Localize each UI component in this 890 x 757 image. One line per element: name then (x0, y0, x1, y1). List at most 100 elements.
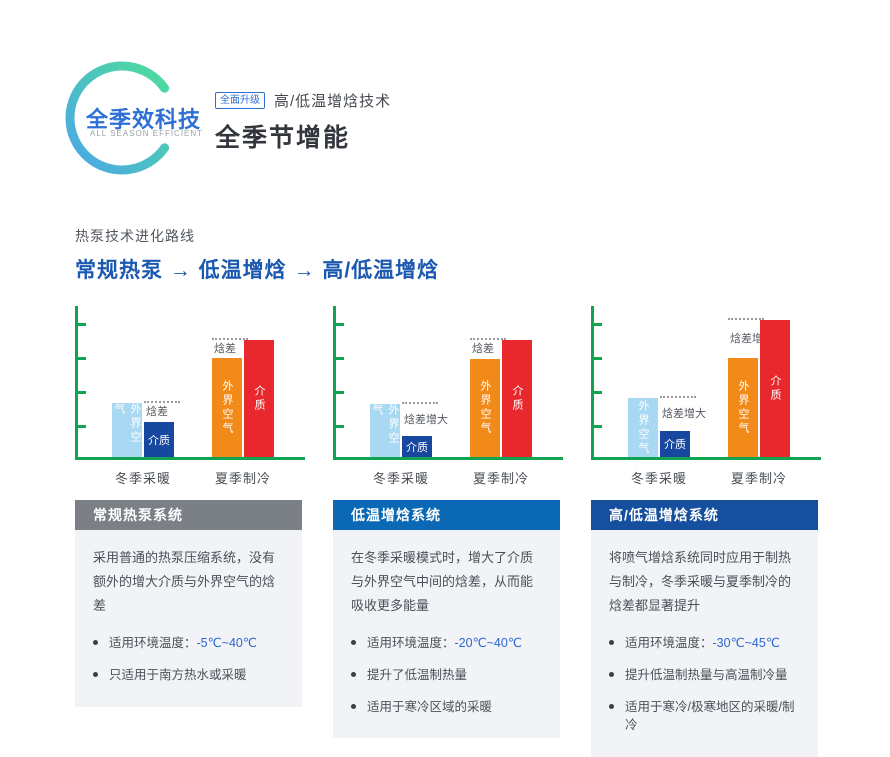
cards-row: 常规热泵系统 采用普通的热泵压缩系统，没有额外的增大介质与外界空气的焓差 适用环… (75, 500, 818, 757)
axis-tick (78, 391, 86, 394)
axis-tick (336, 391, 344, 394)
bullet-text: 适用于寒冷/极寒地区的采暖/制冷 (625, 699, 795, 733)
axis-tick (78, 425, 86, 428)
temperature-range: -30℃~45℃ (712, 636, 780, 651)
logo-arc-icon (65, 61, 170, 175)
bullet-item: 适用于寒冷/极寒地区的采暖/制冷 (609, 698, 800, 736)
bar-label: 介质 (406, 441, 428, 454)
category-label: 冬季采暖 (630, 471, 687, 486)
bullet-dot-icon (93, 640, 98, 646)
enthalpy-annotation: 焓差增大 (662, 408, 706, 420)
temperature-range: -5℃~40℃ (196, 636, 257, 651)
category-label: 冬季采暖 (372, 471, 429, 486)
axis-tick (594, 357, 602, 360)
card-low-temp: 低温增焓系统 在冬季采暖模式时，增大了介质与外界空气中间的焓差，从而能吸收更多能… (333, 500, 560, 757)
bullet-text: 适用于寒冷区域的采暖 (367, 699, 493, 714)
chart-low-temp: 外界空气 介质 焓差增大 外界空气 焓差 介质 冬季采暖 夏季制冷 (333, 303, 565, 491)
bar-outside-air: 外界空气 (370, 404, 400, 457)
bullet-text: 适用环境温度： (625, 636, 713, 651)
axis-tick (594, 425, 602, 428)
card-bullet-list: 适用环境温度： -20℃~40℃ 提升了低温制热量适用于寒冷区域的采暖 (351, 634, 542, 716)
bar-outside-air: 外界空气 (470, 359, 500, 457)
card-title: 低温增焓系统 (333, 500, 560, 530)
bar-label: 介质 (253, 384, 265, 413)
evolution-label: 热泵技术进化路线 (75, 228, 195, 244)
bar-medium: 介质 (760, 320, 790, 457)
bar-medium: 介质 (244, 340, 274, 457)
reference-dotted-line (144, 401, 180, 403)
category-label: 夏季制冷 (730, 471, 787, 486)
axis-tick (336, 323, 344, 326)
logo: 全季效科技 ALL SEASON EFFICIENT (62, 58, 202, 178)
bar-medium: 介质 (144, 422, 174, 457)
axis-tick (594, 323, 602, 326)
header-right: 全面升级 高/低温增焓技术 全季节增能 (215, 90, 391, 154)
bullet-dot-icon (609, 671, 614, 677)
card-description: 采用普通的热泵压缩系统，没有额外的增大介质与外界空气的焓差 (93, 550, 276, 614)
bar-medium: 介质 (660, 431, 690, 457)
bullet-dot-icon (609, 703, 614, 709)
bar-label: 介质 (511, 384, 523, 413)
card-bullet-list: 适用环境温度： -5℃~40℃ 只适用于南方热水或采暖 (93, 634, 284, 685)
bar-outside-air: 外界空气 (628, 398, 658, 457)
bar-outside-air: 外界空气 (212, 358, 242, 457)
bar-outside-air: 外界空气 (112, 403, 142, 457)
bullet-item: 适用于寒冷区域的采暖 (351, 698, 542, 717)
enthalpy-annotation: 焓差 (146, 406, 168, 418)
axis-tick (336, 357, 344, 360)
reference-dotted-line (402, 402, 438, 404)
axis-tick (78, 357, 86, 360)
chart-conventional: 外界空气 介质 焓差 外界空气 焓差 介质 冬季采暖 夏季制冷 (75, 303, 307, 491)
page-title: 全季节增能 (215, 124, 351, 152)
x-axis (591, 457, 821, 460)
bar-label: 介质 (664, 439, 686, 451)
card-description: 将喷气增焓系统同时应用于制热与制冷，冬季采暖与夏季制冷的焓差都显著提升 (609, 550, 792, 614)
bullet-text: 提升了低温制热量 (367, 667, 468, 682)
bullet-item: 适用环境温度： -20℃~40℃ (351, 634, 542, 653)
category-label: 冬季采暖 (114, 471, 171, 486)
bullet-dot-icon (609, 640, 614, 646)
reference-dotted-line (470, 338, 506, 340)
evolution-path: 常规热泵 → 低温增焓 → 高/低温增焓 (75, 259, 440, 282)
bullet-text: 适用环境温度： (367, 636, 455, 651)
chart-high-low-temp: 外界空气 介质 焓差增大 外界空气 焓差增大 介质 冬季采暖 夏季制冷 (591, 303, 823, 491)
bullet-text: 适用环境温度： (109, 636, 197, 651)
category-label: 夏季制冷 (472, 471, 529, 486)
reference-dotted-line (660, 396, 696, 398)
axis-tick (336, 425, 344, 428)
y-axis (333, 306, 336, 460)
bar-medium: 介质 (402, 436, 432, 457)
axis-tick (78, 323, 86, 326)
bullet-item: 适用环境温度： -5℃~40℃ (93, 634, 284, 653)
bar-label: 外界空气 (637, 399, 649, 456)
plot-area: 外界空气 介质 焓差增大 外界空气 焓差 介质 (333, 303, 565, 457)
logo-title: 全季效科技 (86, 107, 202, 132)
evolution-section: 热泵技术进化路线 常规热泵 → 低温增焓 → 高/低温增焓 (75, 226, 439, 284)
y-axis (591, 306, 594, 460)
x-axis (75, 457, 305, 460)
y-axis (75, 306, 78, 460)
bar-label: 外界空气 (737, 379, 749, 436)
bar-label: 介质 (148, 434, 170, 447)
enthalpy-annotation: 焓差增大 (404, 414, 448, 426)
axis-tick (594, 391, 602, 394)
plot-area: 外界空气 介质 焓差 外界空气 焓差 介质 (75, 303, 307, 457)
bar-label: 外界空气 (479, 380, 491, 436)
bullet-item: 提升低温制热量与高温制冷量 (609, 666, 800, 685)
bullet-text: 只适用于南方热水或采暖 (109, 667, 247, 682)
bar-label: 外界空气 (113, 403, 141, 445)
bullet-dot-icon (351, 671, 356, 677)
reference-dotted-line (728, 318, 764, 320)
card-high-low-temp: 高/低温增焓系统 将喷气增焓系统同时应用于制热与制冷，冬季采暖与夏季制冷的焓差都… (591, 500, 818, 757)
charts-row: 外界空气 介质 焓差 外界空气 焓差 介质 冬季采暖 夏季制冷 外界空气 介质 焓差增大 外界空气… (75, 303, 823, 491)
bar-label: 外界空气 (371, 404, 399, 446)
bullet-item: 只适用于南方热水或采暖 (93, 666, 284, 685)
temperature-range: -20℃~40℃ (454, 636, 522, 651)
bullet-dot-icon (351, 640, 356, 646)
bullet-dot-icon (351, 703, 356, 709)
bar-label: 外界空气 (221, 379, 233, 436)
bullet-text: 提升低温制热量与高温制冷量 (625, 667, 788, 682)
logo-subtitle: ALL SEASON EFFICIENT (90, 129, 204, 138)
bullet-item: 适用环境温度： -30℃~45℃ (609, 634, 800, 653)
bar-label: 介质 (769, 374, 781, 403)
